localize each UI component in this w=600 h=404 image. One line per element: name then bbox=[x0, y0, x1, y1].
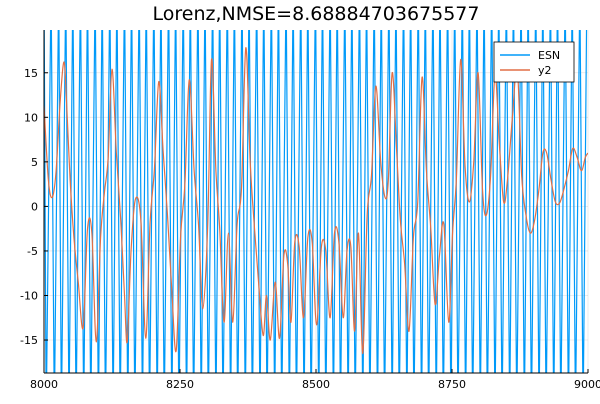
y-tick-label: -10 bbox=[20, 289, 38, 302]
legend-label-y2: y2 bbox=[538, 64, 552, 77]
y-tick-label: -5 bbox=[27, 245, 38, 258]
legend-label-esn: ESN bbox=[538, 49, 560, 62]
chart-title: Lorenz,NMSE=8.68884703675577 bbox=[153, 3, 480, 25]
esn-series-line bbox=[44, 30, 588, 373]
y2-series-line bbox=[44, 47, 588, 355]
y-tick-label: 5 bbox=[31, 156, 38, 169]
y-tick-label: 10 bbox=[24, 111, 38, 124]
axes: 8000 8250 8500 8750 9000 -15 -10 -5 0 5 10 15 bbox=[20, 30, 600, 391]
legend: ESN y2 bbox=[493, 41, 575, 83]
y-tick-label: -15 bbox=[20, 334, 38, 347]
y-tick-label: 0 bbox=[31, 200, 38, 213]
legend-box bbox=[493, 41, 575, 83]
x-tick-label: 8000 bbox=[30, 378, 58, 391]
x-tick-label: 8250 bbox=[166, 378, 194, 391]
x-tick-label: 8750 bbox=[438, 378, 466, 391]
y-tick-label: 15 bbox=[24, 67, 38, 80]
x-tick-label: 9000 bbox=[574, 378, 600, 391]
x-tick-label: 8500 bbox=[302, 378, 330, 391]
series-lines bbox=[44, 30, 588, 373]
